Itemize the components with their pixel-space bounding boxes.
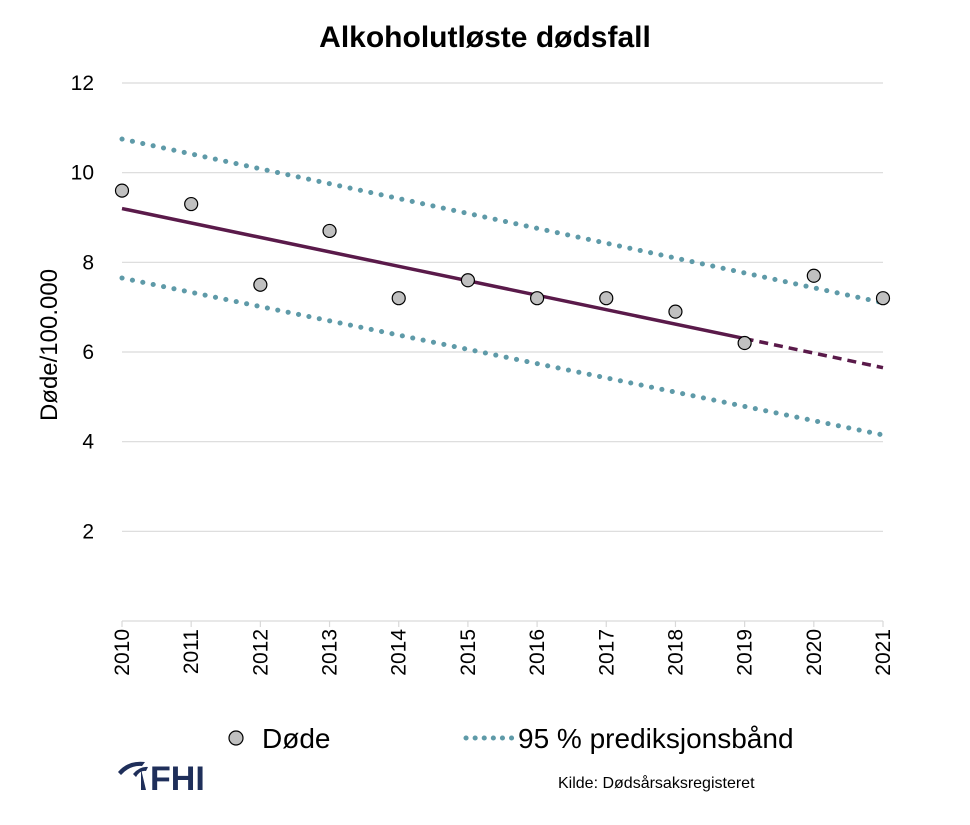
data-point bbox=[253, 277, 268, 292]
fhi-logo: FHI bbox=[118, 760, 205, 798]
y-tick-label: 12 bbox=[71, 72, 94, 95]
logo-swoosh-small-icon bbox=[133, 766, 148, 777]
data-point bbox=[737, 335, 752, 351]
legend: Døde 95 % prediksjonsbånd bbox=[228, 723, 794, 754]
y-axis-label: Døde/100.000 bbox=[36, 269, 63, 421]
y-tick-label: 2 bbox=[82, 520, 94, 543]
legend-label-points: Døde bbox=[262, 723, 330, 754]
data-points bbox=[114, 183, 891, 351]
y-tick-label: 4 bbox=[82, 431, 94, 454]
x-tick-label: 2012 bbox=[249, 629, 272, 676]
data-point bbox=[184, 196, 199, 212]
x-tick-label: 2016 bbox=[526, 629, 549, 676]
data-point bbox=[391, 291, 406, 306]
x-tick-label: 2017 bbox=[595, 629, 618, 676]
data-point bbox=[460, 273, 476, 288]
x-tick-label: 2020 bbox=[803, 629, 826, 676]
prediction-band bbox=[119, 136, 886, 438]
data-point bbox=[114, 183, 130, 198]
trend-line bbox=[121, 206, 884, 370]
y-tick-label: 6 bbox=[82, 341, 94, 364]
logo-swoosh-icon bbox=[118, 761, 145, 775]
x-tick-label: 2021 bbox=[872, 629, 895, 676]
trend-line-solid bbox=[121, 206, 745, 341]
legend-label-band: 95 % prediksjonsbånd bbox=[518, 723, 794, 754]
data-point bbox=[599, 291, 614, 306]
x-tick-label: 2019 bbox=[734, 629, 757, 676]
x-tick-label: 2010 bbox=[111, 629, 134, 676]
x-tick-label: 2015 bbox=[457, 629, 480, 676]
y-tick-labels: 2 4 6 8 10 12 bbox=[71, 72, 95, 543]
trend-line-projection bbox=[744, 336, 884, 370]
band-upper-line bbox=[119, 136, 886, 306]
gridlines bbox=[122, 82, 883, 622]
data-point bbox=[806, 268, 821, 283]
source-note: Kilde: Dødsårsaksregisteret bbox=[558, 774, 755, 792]
data-point bbox=[875, 291, 891, 306]
logo-mark-icon bbox=[141, 769, 146, 790]
data-point bbox=[529, 291, 545, 306]
y-tick-label: 8 bbox=[82, 251, 94, 274]
x-tick-labels: 2010 2011 2012 2013 2014 2015 2016 2017 2018 2019… bbox=[111, 621, 895, 676]
x-tick-label: 2013 bbox=[319, 629, 342, 676]
x-tick-label: 2014 bbox=[388, 629, 411, 676]
logo-text: FHI bbox=[150, 760, 205, 798]
data-point bbox=[322, 223, 337, 239]
y-tick-label: 10 bbox=[71, 162, 94, 185]
x-tick-label: 2011 bbox=[180, 629, 203, 674]
data-point bbox=[668, 304, 683, 319]
band-lower-line bbox=[119, 275, 886, 438]
chart-title: Alkoholutløste dødsfall bbox=[319, 21, 651, 54]
x-tick-label: 2018 bbox=[664, 629, 687, 676]
legend-marker-points bbox=[228, 730, 244, 746]
